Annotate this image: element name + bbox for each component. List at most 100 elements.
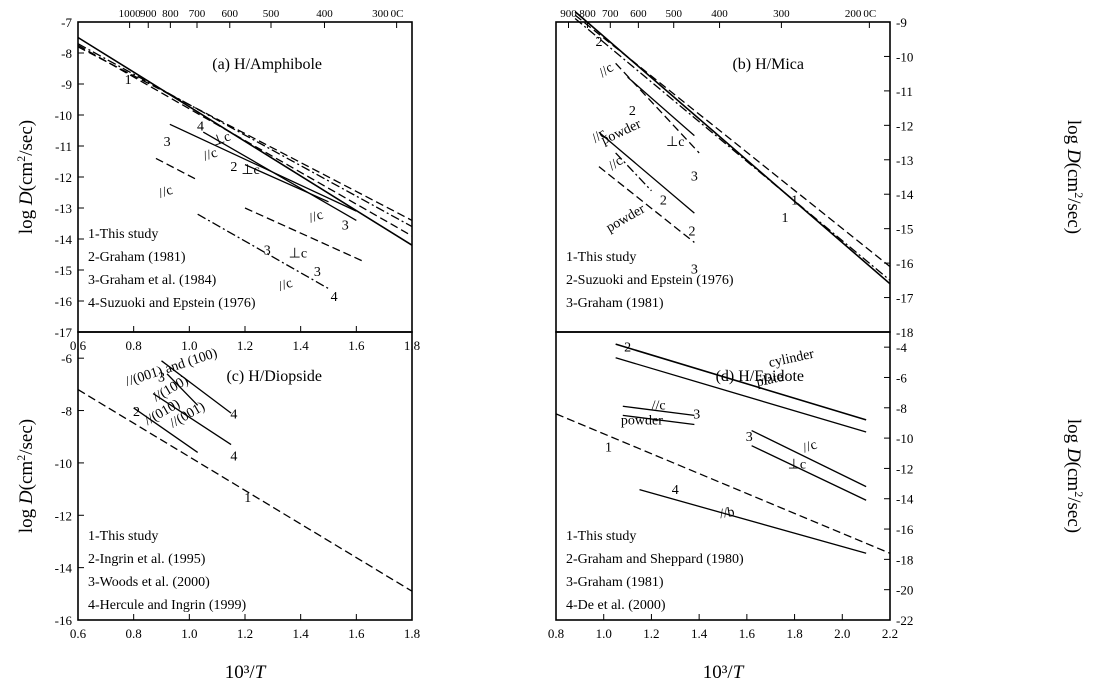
curve-annotation: ⊥c [289, 247, 307, 262]
legend-entry: 4-De et al. (2000) [566, 598, 666, 613]
panel-b: -18 -17 -16 -15 -14 -13 -12 -11 -10 -9 900 800 700 60… [555, 8, 1086, 340]
y-tick-label: -10 [896, 49, 913, 64]
y-tick-label: -17 [896, 291, 914, 306]
x-tick-label: 1.0 [181, 626, 197, 641]
y-axis-label: log D(cm2/sec) [14, 120, 37, 234]
y-tick-label: -14 [896, 187, 914, 202]
series-line-4 [166, 373, 199, 406]
curve-annotation: //c [801, 438, 819, 457]
x-tick-label: 1.2 [237, 338, 253, 353]
curve-annotation: 1 [244, 491, 251, 506]
series-line-2 [615, 357, 867, 433]
top-tick-label: 400 [711, 8, 728, 20]
top-tick-label: 800 [579, 8, 596, 20]
plot-frame [77, 331, 413, 621]
top-tick-label: 300 [773, 8, 790, 20]
y-tick-label: -13 [896, 153, 913, 168]
legend-entry: 3-Graham (1981) [566, 575, 664, 590]
legend-entry: 4-Suzuoki and Epstein (1976) [88, 296, 256, 311]
y-tick-label: -8 [61, 46, 72, 61]
y-tick-label: -16 [896, 256, 914, 271]
x-tick-label: 1.4 [293, 338, 310, 353]
x-tick-label: 1.4 [293, 626, 310, 641]
x-tick-label: 1.0 [596, 626, 612, 641]
curve-annotation: 3 [693, 407, 700, 422]
x-tick-label: 1.6 [348, 338, 365, 353]
curve-annotation: 3 [164, 135, 171, 150]
series-line-3 [77, 43, 413, 228]
legend-entry: 2-Suzuoki and Epstein (1976) [566, 273, 734, 288]
curve-annotation: 4 [672, 483, 679, 498]
x-tick-label: 1.6 [348, 626, 365, 641]
series-line-8 [639, 489, 867, 554]
y-tick-label: -22 [896, 613, 913, 628]
top-tick-label: 700 [602, 8, 619, 20]
y-tick-label: -13 [55, 201, 72, 216]
legend-entry: 1-This study [88, 227, 158, 242]
curve-annotation: 1 [605, 441, 612, 456]
curve-annotation: ⊥c [788, 457, 806, 472]
y-tick-label: -6 [61, 351, 72, 366]
y-tick-label: -10 [896, 431, 913, 446]
panel-title: (d) H/Epidote [716, 368, 804, 385]
y-tick-label: -11 [896, 84, 913, 99]
curve-annotation: 4 [230, 449, 237, 464]
series-line-2 [133, 407, 199, 453]
y-tick-label: -12 [55, 508, 72, 523]
x-tick-label: 1.0 [181, 338, 197, 353]
y-tick-label: -9 [61, 77, 72, 92]
curve-annotation: 3 [264, 244, 271, 259]
x-tick-label: 0.8 [126, 338, 142, 353]
y-tick-label: -15 [896, 222, 913, 237]
legend-entry: 2-Graham and Sheppard (1980) [566, 552, 744, 567]
panel-title: (c) H/Diopside [226, 368, 322, 385]
top-axis-unit: 0C [391, 8, 404, 20]
y-tick-label: -17 [55, 325, 73, 340]
y-tick-label: -10 [55, 108, 72, 123]
curve-annotation: 1 [782, 211, 789, 226]
y-tick-label: -11 [55, 139, 72, 154]
series-line-5 [169, 123, 357, 212]
curve-annotation: //c [276, 276, 294, 295]
legend-entry: 1-This study [88, 529, 158, 544]
x-tick-label: 0.8 [126, 626, 142, 641]
panel-c: -16-14-12-10-8-60.6 0.8 1.0 1.2 1.4 1.6 1.8//(… [14, 331, 420, 683]
series-line-5 [627, 76, 695, 137]
curve-annotation: ⊥c [210, 129, 232, 149]
curve-annotation: 3 [746, 430, 753, 445]
top-tick-label: 900 [560, 8, 577, 20]
x-tick-label: 0.6 [70, 626, 87, 641]
series-line-2 [77, 44, 413, 237]
series-line-7 [615, 152, 652, 192]
curve-annotation: 4 [331, 290, 338, 305]
curve-annotation: powder [621, 413, 663, 428]
series-line-10 [197, 213, 329, 290]
x-tick-label: 1.8 [786, 626, 802, 641]
y-tick-label: -20 [896, 583, 913, 598]
curve-annotation: 2 [133, 405, 140, 420]
top-tick-label: 600 [222, 8, 239, 20]
y-tick-label: -8 [896, 401, 907, 416]
series-line-7 [555, 413, 891, 554]
y-tick-label: -16 [55, 294, 73, 309]
top-tick-label: 700 [189, 8, 206, 20]
series-line-4 [615, 62, 700, 154]
y-tick-label: -12 [896, 118, 913, 133]
legend-entry: 2-Ingrin et al. (1995) [88, 552, 206, 567]
panel-d: -22 -20 -18 -16 -14 -12 -10 -8 -6 -4 0.8 1.0 1.2 1.4 1… [548, 331, 1086, 683]
panel-title: (a) H/Amphibole [212, 56, 322, 73]
series-line-6 [598, 131, 695, 214]
curve-annotation: 3 [158, 371, 165, 386]
series-line-1 [615, 343, 867, 421]
y-tick-label: -14 [55, 561, 73, 576]
curve-annotation: 2 [660, 194, 667, 209]
y-tick-label: -16 [55, 613, 73, 628]
top-tick-label: 1000 [119, 8, 142, 20]
curve-annotation: 4 [230, 407, 237, 422]
curve-annotation: //c [157, 183, 175, 202]
curve-annotation: 2 [629, 104, 636, 119]
curve-annotation: ⊥c [241, 163, 259, 178]
y-tick-label: -14 [55, 232, 73, 247]
x-tick-label: 0.8 [548, 626, 564, 641]
series-line-9 [244, 207, 363, 262]
